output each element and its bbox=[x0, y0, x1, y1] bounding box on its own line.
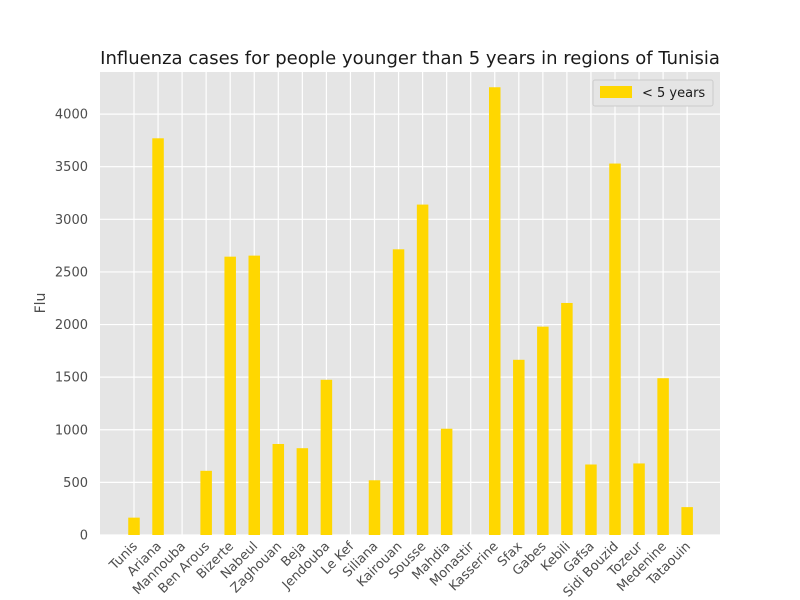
legend: < 5 years bbox=[592, 79, 714, 107]
y-axis-label: Flu bbox=[33, 293, 49, 314]
bar-beja bbox=[296, 448, 309, 535]
y-tick-label: 1000 bbox=[55, 423, 88, 438]
legend-swatch bbox=[600, 86, 632, 98]
bar-mahdia bbox=[440, 428, 453, 535]
bar-kebili bbox=[561, 302, 573, 535]
bar-sidi-bouzid bbox=[609, 163, 621, 535]
bar-tunis bbox=[128, 517, 140, 535]
y-tick-label: 4000 bbox=[55, 108, 88, 123]
bars bbox=[128, 87, 693, 536]
y-tick-label: 1500 bbox=[55, 371, 88, 386]
bar-bizerte bbox=[224, 256, 236, 535]
bar-ariana bbox=[152, 138, 164, 535]
bar-kasserine bbox=[489, 87, 501, 535]
bar-jendouba bbox=[320, 379, 333, 535]
y-tick-label: 3500 bbox=[55, 160, 88, 175]
plot-background bbox=[100, 72, 720, 535]
bar-sousse bbox=[416, 204, 429, 535]
bar-gafsa bbox=[585, 464, 597, 535]
bar-zaghouan bbox=[272, 443, 285, 535]
y-tick-label: 500 bbox=[63, 476, 88, 491]
bar-tozeur bbox=[633, 463, 645, 535]
y-tick-label: 2500 bbox=[55, 265, 88, 280]
bar-sfax bbox=[513, 359, 525, 535]
chart-title: Influenza cases for people younger than … bbox=[100, 48, 720, 69]
bar-siliana bbox=[368, 480, 381, 535]
y-tick-label: 3000 bbox=[55, 213, 88, 228]
bar-nabeul bbox=[248, 255, 260, 536]
y-tick-labels: 0 500 1000 1500 2000 2500 3000 3500 4000 bbox=[55, 108, 88, 544]
bar-tataouin bbox=[681, 507, 693, 535]
y-tick-label: 2000 bbox=[55, 318, 88, 333]
bar-gabes bbox=[537, 326, 549, 535]
bar-medenine bbox=[657, 378, 669, 535]
bar-ben-arous bbox=[200, 470, 212, 535]
y-tick-label: 0 bbox=[80, 529, 88, 544]
legend-label: < 5 years bbox=[642, 86, 705, 101]
bar-kairouan bbox=[392, 249, 405, 535]
